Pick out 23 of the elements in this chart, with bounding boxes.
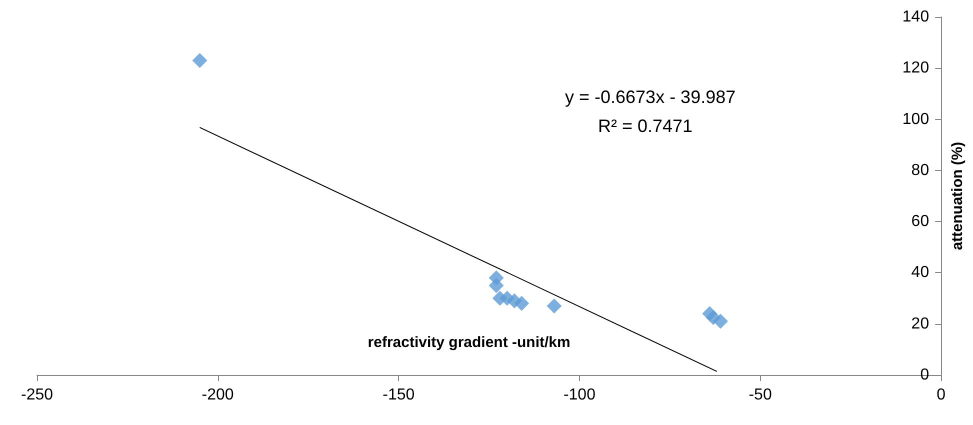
x-tick-label: -150	[382, 386, 415, 404]
point	[546, 298, 562, 314]
point	[488, 278, 504, 293]
annotation: R² = 0.7471	[598, 116, 693, 136]
y-tick-label: 0	[920, 366, 930, 384]
y-tick-label: 40	[911, 264, 930, 282]
annotation: y = -0.6673x - 39.987	[565, 87, 736, 107]
point	[713, 314, 728, 329]
point	[192, 52, 208, 68]
x-axis-title: refractivity gradient -unit/km	[368, 334, 570, 351]
y-tick-label: 100	[902, 110, 930, 128]
y-tick-label: 60	[911, 213, 930, 230]
point	[514, 296, 530, 311]
y-tick-label: 20	[911, 315, 930, 332]
x-tick-label: -100	[563, 386, 596, 404]
y-axis-title: attenuation (%)	[949, 142, 966, 250]
x-tick-label: -50	[748, 386, 772, 404]
y-tick-label: 120	[902, 60, 930, 77]
y-tick-label: 140	[902, 8, 930, 26]
x-tick-label: -250	[20, 386, 54, 404]
x-tick-label: 0	[936, 386, 946, 404]
x-tick-label: -200	[202, 386, 234, 404]
y-tick-label: 80	[911, 162, 930, 179]
